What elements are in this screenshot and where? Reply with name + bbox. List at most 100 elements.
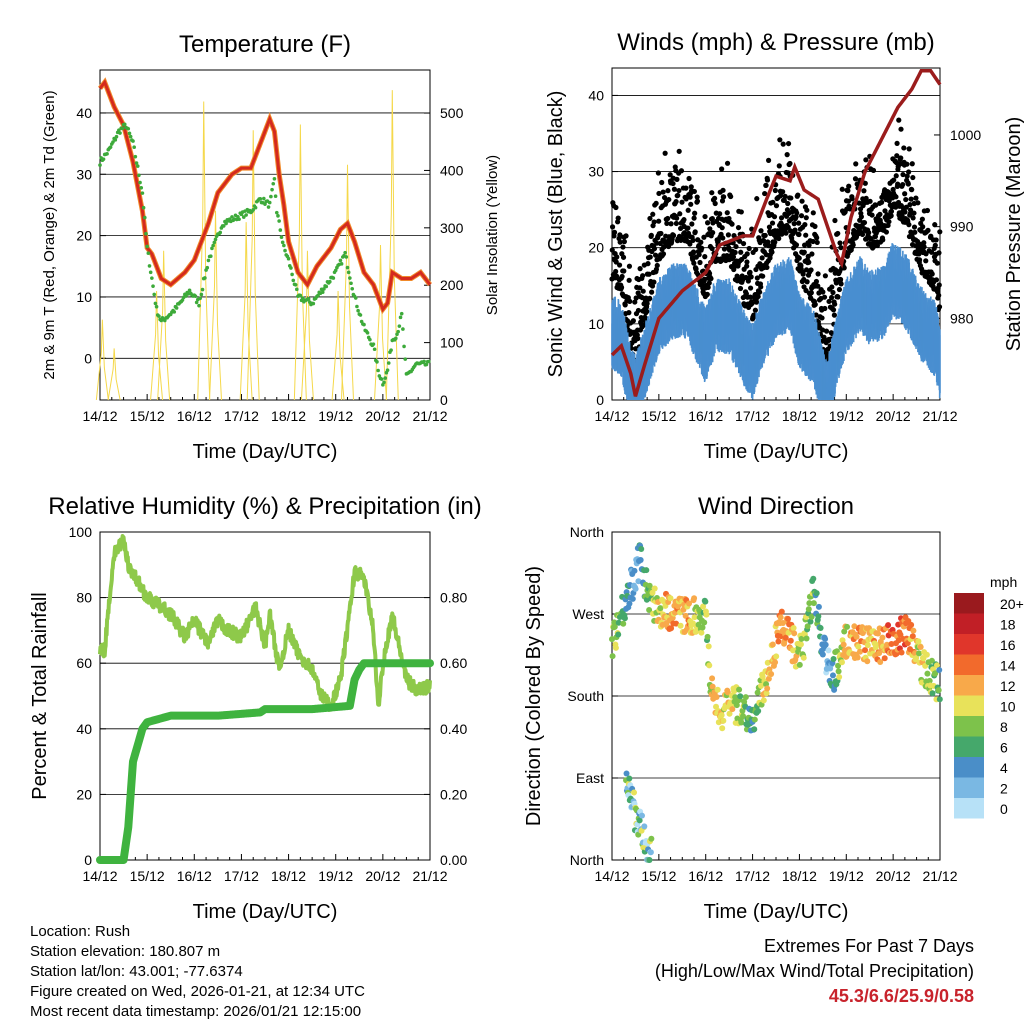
- gust-point: [934, 260, 940, 266]
- dewpoint-point: [224, 221, 228, 226]
- gust-point: [738, 209, 744, 215]
- gust-point: [909, 187, 915, 193]
- gust-point: [853, 161, 859, 167]
- x-tick-label: 18/12: [782, 408, 817, 424]
- dewpoint-point: [98, 163, 102, 167]
- direction-point: [714, 686, 721, 693]
- direction-point: [929, 690, 936, 697]
- direction-point: [924, 670, 931, 677]
- x-tick-label: 14/12: [82, 408, 117, 424]
- gust-point: [919, 216, 925, 222]
- direction-point: [705, 643, 712, 650]
- gust-point: [770, 199, 776, 205]
- gust-point: [650, 211, 656, 217]
- dewpoint-point: [141, 205, 146, 210]
- gust-point: [879, 199, 885, 205]
- gust-point: [712, 195, 718, 201]
- gust-point: [691, 188, 697, 195]
- direction-point: [822, 635, 829, 642]
- gust-point: [687, 241, 693, 247]
- direction-point: [913, 655, 920, 662]
- dewpoint-point: [289, 266, 293, 270]
- direction-point: [807, 618, 814, 625]
- gust-point: [921, 240, 927, 246]
- dewpoint-point: [135, 164, 140, 168]
- direction-point: [646, 857, 653, 863]
- dewpoint-point: [211, 243, 215, 248]
- direction-point: [835, 668, 842, 675]
- gust-point: [801, 249, 807, 255]
- gust-point: [830, 307, 837, 313]
- gust-point: [815, 283, 821, 289]
- gust-point: [920, 224, 926, 230]
- y-axis-label: Direction (Colored By Speed): [523, 566, 545, 826]
- direction-point: [873, 642, 880, 649]
- gust-point: [613, 259, 619, 265]
- gust-point: [769, 220, 776, 226]
- x-tick-label: 21/12: [922, 408, 957, 424]
- dewpoint-point: [137, 173, 141, 178]
- gust-point: [667, 172, 673, 178]
- gust-point: [906, 222, 912, 228]
- direction-point: [726, 710, 733, 717]
- gust-point: [894, 140, 900, 146]
- direction-point: [738, 719, 745, 726]
- gust-point: [755, 293, 761, 300]
- y-tick-label: 0: [596, 392, 604, 408]
- gust-point: [622, 302, 628, 308]
- direction-point: [874, 630, 881, 637]
- gust-point: [647, 295, 653, 301]
- dewpoint-point: [348, 276, 352, 280]
- gust-point: [618, 284, 625, 291]
- gust-point: [626, 277, 632, 283]
- legend-label: 14: [1000, 658, 1016, 674]
- dewpoint-point: [371, 342, 376, 346]
- gust-point: [910, 215, 916, 221]
- y2-tick-label: 990: [950, 219, 974, 235]
- panel-1: Winds (mph) & Pressure (mb) Time (Day/UTC…: [545, 29, 1024, 463]
- direction-point: [936, 696, 943, 703]
- direction-point: [819, 651, 826, 658]
- direction-point: [609, 653, 616, 660]
- gust-point: [831, 312, 837, 318]
- x-tick-label: 15/12: [130, 868, 165, 884]
- gust-point: [822, 273, 828, 279]
- direction-point: [643, 567, 650, 574]
- y2-tick-label: 0.60: [440, 655, 467, 671]
- gust-point: [808, 290, 814, 296]
- direction-point: [760, 697, 767, 704]
- direction-point: [909, 633, 916, 640]
- gust-point: [902, 209, 908, 215]
- dewpoint-point: [237, 217, 241, 222]
- x-axis-label: Time (Day/UTC): [704, 901, 849, 923]
- gust-point: [670, 232, 677, 239]
- direction-point: [668, 625, 675, 632]
- direction-point: [803, 635, 810, 642]
- dewpoint-point: [132, 145, 136, 150]
- gust-point: [651, 246, 658, 252]
- direction-point: [691, 595, 698, 602]
- gust-point: [665, 188, 671, 194]
- dewpoint-point: [199, 292, 204, 297]
- gust-point: [707, 226, 713, 232]
- gust-point: [730, 254, 737, 260]
- gust-point: [724, 210, 730, 216]
- gust-point: [776, 235, 782, 242]
- gust-point: [907, 201, 913, 208]
- gust-point: [675, 192, 681, 199]
- x-tick-label: 17/12: [224, 868, 259, 884]
- dewpoint-point: [148, 270, 153, 275]
- legend-label: 8: [1000, 719, 1008, 735]
- gust-point: [740, 240, 747, 247]
- dewpoint-point: [113, 138, 118, 142]
- gust-point: [822, 305, 828, 312]
- gust-point: [694, 198, 701, 204]
- direction-point: [609, 636, 615, 643]
- direction-point: [926, 677, 933, 684]
- gust-point: [719, 225, 725, 231]
- dewpoint-point: [150, 276, 154, 280]
- direction-point: [815, 603, 822, 610]
- dewpoint-point: [108, 145, 113, 149]
- gust-point: [862, 180, 868, 186]
- y-axis-label: Percent & Total Rainfall: [29, 592, 51, 800]
